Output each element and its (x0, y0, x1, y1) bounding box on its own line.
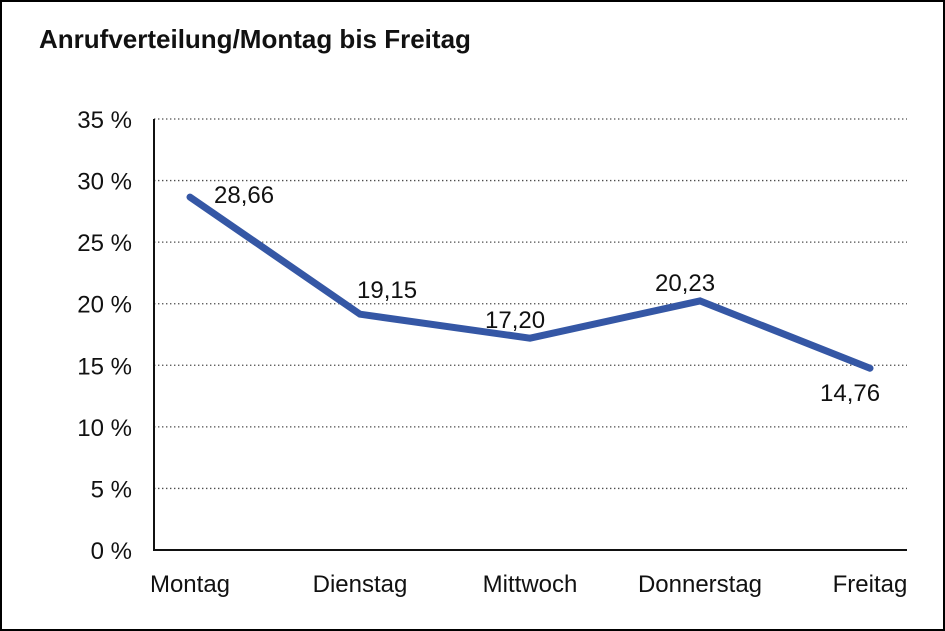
x-category-label: Freitag (833, 571, 908, 598)
series-line (186, 193, 874, 372)
value-label: 20,23 (655, 270, 715, 297)
x-category-label: Mittwoch (483, 571, 578, 598)
x-category-label: Dienstag (313, 571, 408, 598)
x-category-label: Montag (150, 571, 230, 598)
x-tick-labels-group: Montag Dienstag Mittwoch Donnerstag Freitag (150, 571, 907, 598)
y-tick-label: 5 % (91, 476, 132, 503)
y-tick-label: 35 % (77, 107, 132, 134)
value-labels-group: 28,66 19,15 17,20 20,23 14,76 (214, 182, 880, 407)
gridlines-group (154, 118, 907, 490)
value-label: 28,66 (214, 182, 274, 209)
x-category-label: Donnerstag (638, 571, 762, 598)
value-label: 17,20 (485, 307, 545, 334)
y-tick-label: 15 % (77, 353, 132, 380)
y-tick-labels-group: 35 % 30 % 25 % 20 % 15 % 10 % 5 % 0 % (77, 107, 132, 565)
y-tick-label: 30 % (77, 169, 132, 196)
y-tick-label: 20 % (77, 292, 132, 319)
y-tick-label: 0 % (91, 538, 132, 565)
axes-group (153, 119, 907, 551)
y-tick-label: 25 % (77, 230, 132, 257)
value-label: 14,76 (820, 380, 880, 407)
y-tick-label: 10 % (77, 415, 132, 442)
chart-title: Anrufverteilung/Montag bis Freitag (39, 24, 471, 54)
value-label: 19,15 (357, 277, 417, 304)
